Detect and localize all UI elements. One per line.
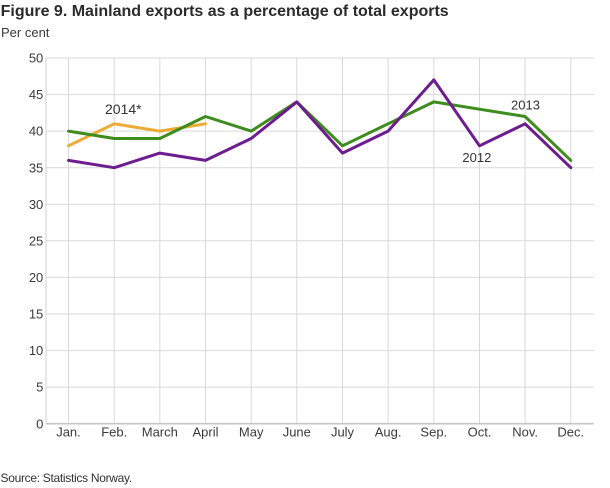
svg-text:Nov.: Nov. (512, 425, 538, 440)
svg-text:2014*: 2014* (105, 101, 142, 117)
svg-text:Sep.: Sep. (420, 425, 447, 440)
svg-text:May: May (239, 425, 264, 440)
svg-text:15: 15 (29, 307, 43, 322)
svg-text:20: 20 (29, 270, 43, 285)
svg-text:Feb.: Feb. (101, 425, 127, 440)
svg-text:Figure 9. Mainland exports as: Figure 9. Mainland exports as a percenta… (1, 3, 449, 20)
svg-text:45: 45 (29, 87, 43, 102)
svg-text:35: 35 (29, 160, 43, 175)
svg-text:40: 40 (29, 124, 43, 139)
svg-text:0: 0 (36, 416, 43, 431)
svg-text:Per cent: Per cent (1, 25, 50, 40)
svg-text:25: 25 (29, 233, 43, 248)
svg-text:Source: Statistics Norway.: Source: Statistics Norway. (1, 471, 132, 485)
svg-text:10: 10 (29, 343, 43, 358)
svg-text:Aug.: Aug. (375, 425, 402, 440)
svg-text:Jan.: Jan. (56, 425, 81, 440)
svg-text:2012: 2012 (462, 150, 491, 165)
svg-text:50: 50 (29, 51, 43, 66)
svg-text:Dec.: Dec. (557, 425, 584, 440)
svg-text:March: March (142, 425, 178, 440)
svg-text:April: April (192, 425, 218, 440)
svg-text:July: July (331, 425, 355, 440)
svg-text:5: 5 (36, 380, 43, 395)
svg-text:30: 30 (29, 197, 43, 212)
svg-text:2013: 2013 (511, 98, 540, 113)
svg-text:June: June (283, 425, 311, 440)
svg-text:Oct.: Oct. (468, 425, 492, 440)
